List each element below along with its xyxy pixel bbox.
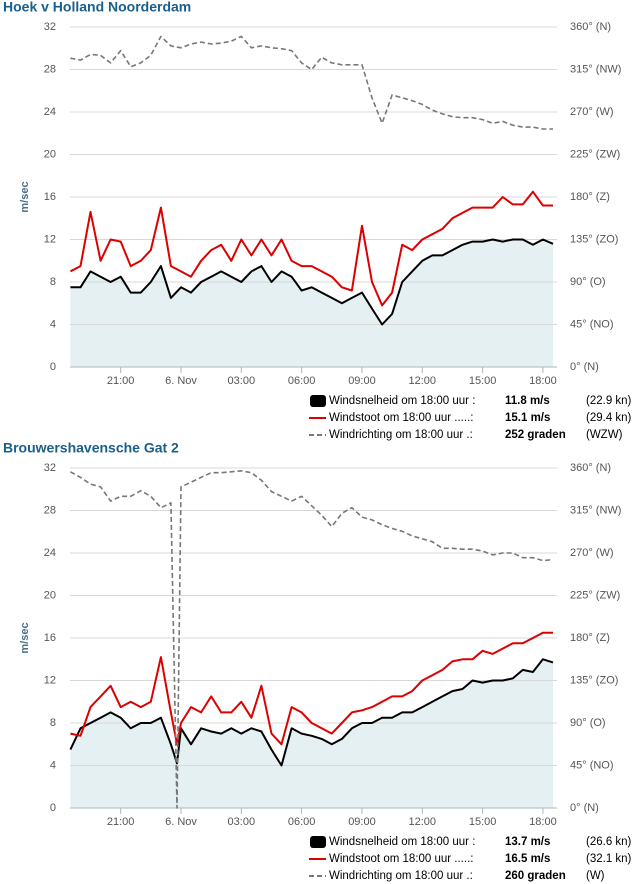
x-tick-label: 06:00 [288, 816, 316, 828]
y-axis-label: m/sec [19, 622, 31, 653]
legend-extra: (22.9 kn) [586, 395, 632, 407]
y-tick-label: 20 [44, 589, 56, 601]
legend-swatch [310, 836, 326, 848]
y-tick-label: 4 [50, 759, 56, 771]
legend-value: 15.1 m/s [505, 412, 550, 424]
legend-extra: (26.6 kn) [586, 836, 632, 848]
y-tick-label: 16 [44, 632, 56, 644]
y2-tick-label: 90° (O) [570, 717, 606, 729]
y-tick-label: 32 [44, 462, 56, 474]
y2-tick-label: 360° (N) [570, 462, 611, 474]
y-tick-label: 28 [44, 504, 56, 516]
legend-label: Windrichting om 18:00 uur .: [329, 870, 473, 882]
series-line [70, 631, 553, 746]
y-tick-label: 8 [50, 276, 56, 288]
x-tick-label: 15:00 [469, 816, 497, 828]
x-tick-label: 09:00 [348, 816, 376, 828]
y2-tick-label: 90° (O) [570, 276, 606, 288]
y2-tick-label: 315° (NW) [570, 63, 621, 75]
y-tick-label: 20 [44, 148, 56, 160]
legend-value: 13.7 m/s [505, 836, 550, 848]
series-line [70, 35, 553, 130]
legend-value: 260 graden [505, 870, 566, 882]
series-line [70, 238, 554, 326]
y2-tick-label: 0° (N) [570, 802, 599, 814]
x-tick-label: 6. Nov [165, 816, 197, 828]
y2-tick-label: 45° (NO) [570, 318, 614, 330]
series-line [69, 190, 553, 307]
y-tick-label: 24 [44, 106, 56, 118]
y2-tick-label: 270° (W) [570, 547, 614, 559]
x-tick-label: 03:00 [228, 375, 256, 387]
legend-value: 16.5 m/s [505, 853, 550, 865]
x-tick-label: 12:00 [409, 816, 437, 828]
legend-swatch [310, 395, 326, 407]
x-tick-label: 6. Nov [165, 375, 197, 387]
y-tick-label: 0 [50, 802, 56, 814]
legend-value: 252 graden [505, 429, 566, 441]
y2-tick-label: 135° (ZO) [570, 233, 618, 245]
y-tick-label: 28 [44, 63, 56, 75]
y-tick-label: 32 [44, 21, 56, 33]
y2-tick-label: 135° (ZO) [570, 674, 618, 686]
y2-tick-label: 180° (Z) [570, 632, 610, 644]
legend-extra: (32.1 kn) [586, 853, 632, 865]
x-tick-label: 18:00 [529, 816, 557, 828]
x-tick-label: 21:00 [107, 375, 135, 387]
x-tick-label: 06:00 [288, 375, 316, 387]
y-axis-label: m/sec [19, 181, 31, 212]
area [70, 659, 553, 808]
y2-tick-label: 315° (NW) [570, 504, 621, 516]
area [70, 239, 553, 367]
legend-label: Windsnelheid om 18:00 uur : [329, 836, 475, 848]
legend-value: 11.8 m/s [505, 395, 550, 407]
y-tick-label: 8 [50, 717, 56, 729]
y2-tick-label: 225° (ZW) [570, 148, 620, 160]
y-tick-label: 12 [44, 674, 56, 686]
y2-tick-label: 180° (Z) [570, 191, 610, 203]
legend-label: Windstoot om 18:00 uur .....: [329, 853, 473, 865]
y-tick-label: 4 [50, 318, 56, 330]
x-tick-label: 03:00 [228, 816, 256, 828]
y2-tick-label: 225° (ZW) [570, 589, 620, 601]
legend-extra: (29.4 kn) [586, 412, 632, 424]
series-line [69, 658, 554, 767]
chart-title: Hoek v Holland Noorderdam [3, 0, 191, 15]
x-tick-label: 12:00 [409, 375, 437, 387]
legend-label: Windstoot om 18:00 uur .....: [329, 412, 473, 424]
x-tick-label: 15:00 [469, 375, 497, 387]
y-tick-label: 24 [44, 547, 56, 559]
legend-extra: (WZW) [586, 429, 623, 441]
y2-tick-label: 360° (N) [570, 21, 611, 33]
x-tick-label: 21:00 [107, 816, 135, 828]
y-tick-label: 12 [44, 233, 56, 245]
y-tick-label: 16 [44, 191, 56, 203]
chart-title: Brouwershavensche Gat 2 [3, 440, 179, 456]
x-tick-label: 09:00 [348, 375, 376, 387]
legend-extra: (W) [586, 870, 605, 882]
legend-label: Windrichting om 18:00 uur .: [329, 429, 473, 441]
legend-label: Windsnelheid om 18:00 uur : [329, 395, 475, 407]
series-line [70, 470, 554, 809]
y2-tick-label: 270° (W) [570, 106, 614, 118]
y2-tick-label: 0° (N) [570, 361, 599, 373]
y-tick-label: 0 [50, 361, 56, 373]
y2-tick-label: 45° (NO) [570, 759, 614, 771]
x-tick-label: 18:00 [529, 375, 557, 387]
